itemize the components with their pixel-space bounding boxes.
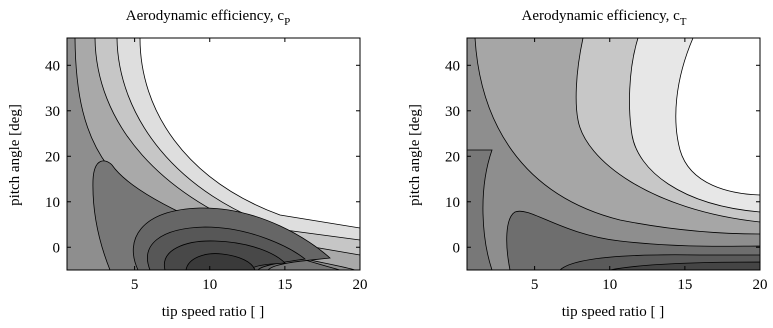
ct-y-tick-label: 10 xyxy=(445,195,460,211)
cp-y-tick-label: 40 xyxy=(45,58,60,74)
ct-y-axis-label: pitch angle [deg] xyxy=(407,104,423,206)
cp-contour-fill xyxy=(67,38,360,270)
ct-y-tick-label: 20 xyxy=(445,149,460,165)
ct-x-tick-label: 10 xyxy=(602,277,617,293)
ct-contour-fill xyxy=(467,38,760,270)
cp-y-tick-label: 20 xyxy=(45,149,60,165)
cp-chart-title: Aerodynamic efficiency, cP xyxy=(126,8,290,28)
ct-chart-title: Aerodynamic efficiency, cT xyxy=(522,8,687,28)
cp-level-9 xyxy=(185,253,256,270)
cp-y-axis-label: pitch angle [deg] xyxy=(7,104,23,206)
ct-x-axis-label: tip speed ratio [ ] xyxy=(562,304,664,320)
cp-plot-frame xyxy=(66,37,361,271)
ct-y-tick-label: 30 xyxy=(445,104,460,120)
cp-x-tick-label: 20 xyxy=(353,277,368,293)
ct-level-4 xyxy=(467,38,760,270)
ct-contour-panel xyxy=(466,37,761,271)
ct-y-tick-label: 40 xyxy=(445,58,460,74)
cp-x-tick-label: 15 xyxy=(277,277,292,293)
ct-x-tick-label: 5 xyxy=(531,277,539,293)
ct-y-tick-label: 0 xyxy=(453,240,461,256)
cp-y-tick-label: 30 xyxy=(45,104,60,120)
cp-x-tick-label: 10 xyxy=(202,277,217,293)
cp-x-axis-label: tip speed ratio [ ] xyxy=(162,304,264,320)
cp-y-tick-label: 10 xyxy=(45,195,60,211)
cp-contour-panel xyxy=(66,37,361,271)
axis-ticks: 5 10 15 20 0 10 20 30 40 5 10 15 20 0 10 20 30 40 xyxy=(45,38,768,293)
ct-x-tick-label: 15 xyxy=(677,277,692,293)
cp-y-tick-label: 0 xyxy=(53,240,61,256)
ct-plot-frame xyxy=(466,37,761,271)
cp-x-tick-label: 5 xyxy=(131,277,139,293)
ct-x-tick-label: 20 xyxy=(753,277,768,293)
